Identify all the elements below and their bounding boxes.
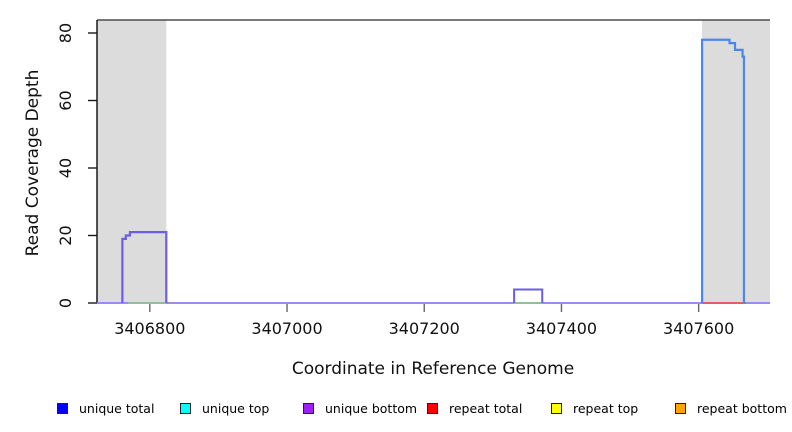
y-tick-label: 80 <box>56 23 75 43</box>
legend-label: unique top <box>202 400 270 416</box>
x-tick-label: 3407400 <box>526 319 597 338</box>
legend-swatch-icon <box>303 402 314 414</box>
x-tick-label: 3406800 <box>114 319 185 338</box>
highlight-regions <box>97 20 770 303</box>
y-axis-title: Read Coverage Depth <box>23 70 43 257</box>
x-tick-label: 3407600 <box>663 319 734 338</box>
legend-item: repeat total <box>427 399 522 417</box>
legend-item: unique total <box>57 399 154 417</box>
x-tick-label: 3407200 <box>389 319 460 338</box>
chart-legend: unique total unique top unique bottom repea… <box>0 399 792 421</box>
x-axis-title: Coordinate in Reference Genome <box>292 359 574 379</box>
legend-label: unique bottom <box>325 400 418 416</box>
y-tick-label: 0 <box>56 298 75 308</box>
y-tick-label: 60 <box>56 90 75 110</box>
coverage-plot: 3406800 3407000 3407200 3407400 3407600 0 20 40… <box>23 19 770 379</box>
axis-ticks: 3406800 3407000 3407200 3407400 3407600 0 20 40… <box>56 23 734 338</box>
legend-label: repeat bottom <box>697 400 787 416</box>
coverage-lines <box>97 38 770 304</box>
unique-left-peak <box>121 231 168 303</box>
legend-swatch-icon <box>180 402 191 414</box>
y-tick-label: 20 <box>56 225 75 245</box>
legend-item: unique bottom <box>303 399 417 417</box>
right-gray-region <box>702 20 770 303</box>
legend-swatch-icon <box>427 402 438 414</box>
y-tick-label: 40 <box>56 158 75 178</box>
legend-item: repeat bottom <box>675 399 787 417</box>
legend-item: unique top <box>180 399 269 417</box>
legend-item: repeat top <box>551 399 638 417</box>
plot-borders <box>96 19 770 303</box>
legend-swatch-icon <box>57 402 68 414</box>
unique-middle-peak <box>513 288 544 303</box>
legend-label: unique total <box>79 400 155 416</box>
x-tick-label: 3407000 <box>251 319 322 338</box>
left-gray-region <box>97 20 167 303</box>
unique-right-peak <box>700 38 746 303</box>
legend-label: repeat total <box>449 400 523 416</box>
legend-swatch-icon <box>551 402 562 414</box>
legend-label: repeat top <box>573 400 639 416</box>
legend-swatch-icon <box>675 402 686 414</box>
